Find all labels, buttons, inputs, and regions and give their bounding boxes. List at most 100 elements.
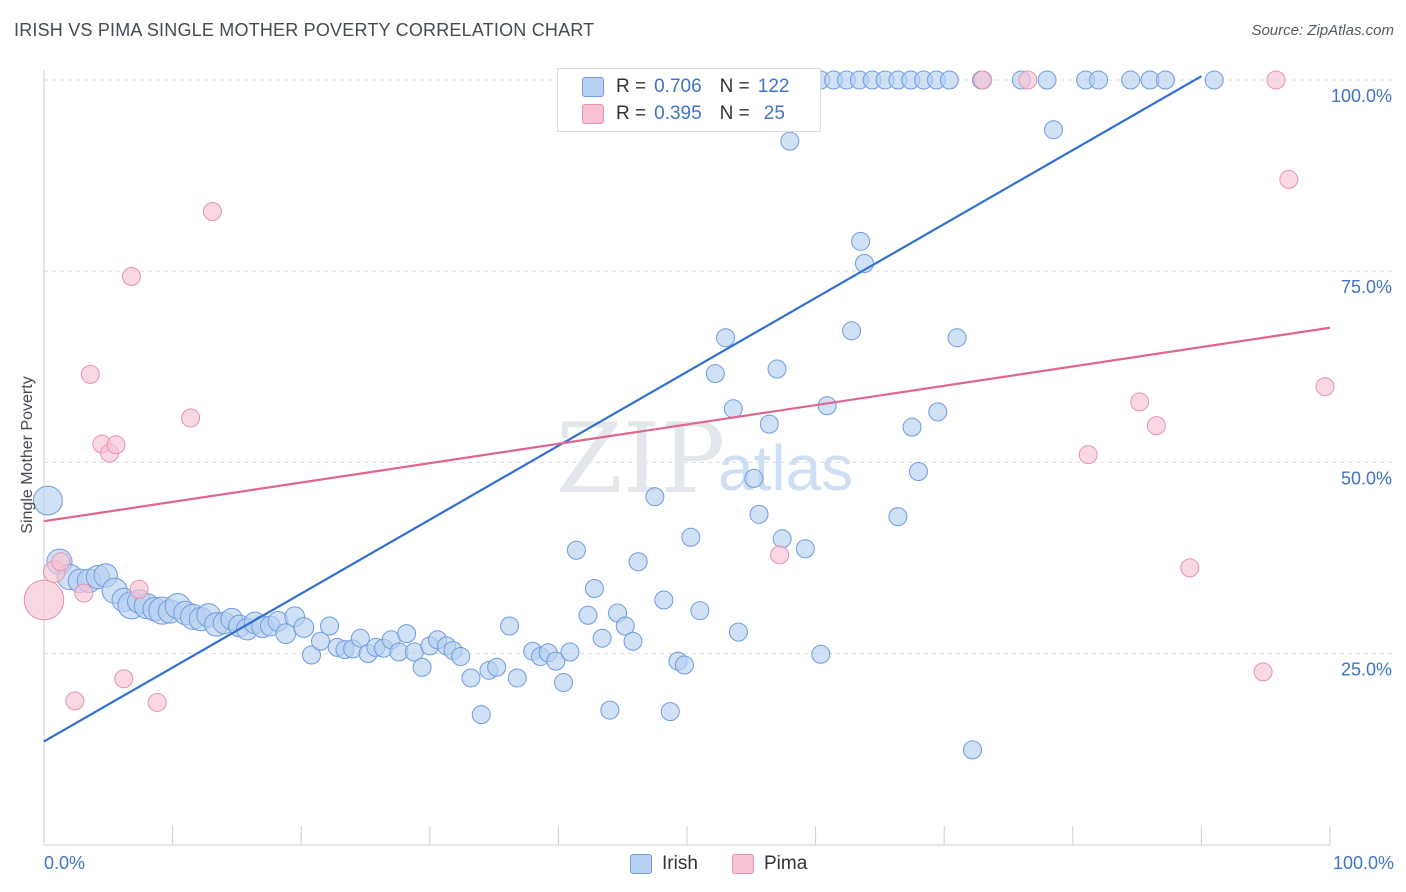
irish-point-80 [705,364,725,384]
irish-point-103 [1037,70,1057,90]
irish-point-68 [600,700,620,720]
irish-point-63 [560,642,580,662]
pima-point-9 [114,669,134,689]
y-axis-label: Single Mother Poverty [19,376,36,534]
irish-point-75 [660,702,680,722]
irish-n-label: N = [719,76,750,97]
pima-point-24 [1279,169,1299,189]
irish-point-74 [654,590,674,610]
pima-point-18 [1078,445,1098,465]
irish-point-34 [319,616,339,636]
irish-point-88 [772,529,792,549]
legend-row-pima: R = 0.395 N = 25 [582,101,785,127]
x-tick-label-1: 100.0% [1333,853,1394,873]
pima-point-21 [1180,558,1200,578]
irish-point-98 [908,462,928,482]
irish-point-86 [759,414,779,434]
watermark-atlas: atlas [718,432,853,504]
irish-legend-label: Irish [662,853,698,874]
legend-row-irish: R = 0.706 N = 122 [582,74,789,100]
pima-point-3 [65,691,85,711]
pima-n-value: 25 [763,103,785,124]
pima-r-value: 0.395 [654,103,702,124]
irish-point-104 [1044,120,1064,140]
irish-point-93 [842,321,862,341]
irish-point-57 [500,616,520,636]
pima-r-label: R = [616,103,647,124]
irish-point-55 [487,657,507,677]
irish-point-51 [451,647,471,667]
irish-point-31 [293,617,315,638]
pima-trend-line [43,326,1331,523]
pima-n-label: N = [719,103,750,124]
pima-point-2 [51,552,71,572]
irish-point-82 [723,399,743,419]
irish-trend-line [43,75,1202,743]
irish-point-64 [566,540,586,560]
irish-point-109 [1155,70,1175,90]
pima-point-25 [1315,377,1335,397]
pima-point-4 [74,583,94,603]
irish-point-78 [681,527,701,547]
irish-point-72 [628,552,648,572]
y-tick-label-2: 75.0% [1341,277,1392,297]
pima-point-17 [1018,70,1038,90]
irish-point-65 [578,605,598,625]
irish-point-79 [690,601,710,621]
bottom-legend-pima: Pima [732,852,807,876]
source-credit: Source: ZipAtlas.com [1251,22,1394,39]
irish-point-70 [615,616,635,636]
irish-point-107 [1121,70,1141,90]
irish-point-89 [780,131,800,151]
pima-point-22 [1253,662,1273,682]
irish-point-90 [795,539,815,559]
irish-point-92 [817,396,837,416]
irish-point-32 [301,645,321,665]
pima-point-19 [1130,392,1150,412]
y-tick-label-0: 25.0% [1341,660,1392,680]
pima-point-12 [147,692,167,712]
pima-point-11 [129,579,149,599]
irish-point-106 [1089,70,1109,90]
pima-legend-label: Pima [764,853,808,874]
pima-point-5 [80,364,100,384]
y-tick-label-1: 50.0% [1341,468,1392,488]
irish-point-94 [851,231,871,251]
irish-point-73 [645,487,665,507]
correlation-legend: R = 0.706 N = 122 R = 0.395 N = 25 [557,68,821,132]
pima-point-20 [1146,416,1166,436]
irish-point-110 [1204,70,1224,90]
irish-point-62 [554,673,574,693]
irish-point-97 [902,417,922,437]
irish-point-81 [716,328,736,348]
irish-point-96 [888,507,908,527]
pima-legend-swatch [732,854,754,874]
pima-point-8 [106,435,126,455]
bottom-legend-irish: Irish [630,852,698,876]
irish-point-44 [397,624,417,644]
pima-point-14 [202,202,222,222]
irish-point-71 [623,631,643,651]
irish-r-value: 0.706 [654,76,702,97]
pima-point-13 [181,408,201,428]
pima-point-23 [1266,70,1286,90]
irish-point-52 [461,668,481,688]
chart-title: IRISH VS PIMA SINGLE MOTHER POVERTY CORR… [14,20,595,40]
irish-point-67 [592,628,612,648]
irish-point-77 [674,655,694,675]
watermark-zip: ZIP [556,403,725,515]
pima-point-15 [770,545,790,565]
pima-point-16 [973,70,993,90]
irish-point-53 [471,705,491,725]
pima-swatch [582,104,604,124]
irish-point-0 [32,485,63,516]
irish-point-56 [507,668,527,688]
pima-point-0 [23,579,65,621]
irish-swatch [582,77,604,97]
irish-r-label: R = [616,76,647,97]
irish-point-84 [744,468,764,488]
irish-point-83 [728,622,748,642]
irish-point-91 [811,644,831,664]
irish-point-87 [767,359,787,379]
